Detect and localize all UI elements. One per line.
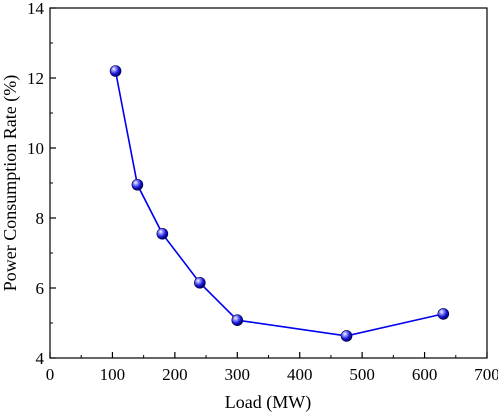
x-tick-label: 600 — [412, 365, 438, 384]
x-tick-label: 400 — [287, 365, 313, 384]
x-axis-label: Load (MW) — [225, 392, 311, 413]
y-tick-label: 12 — [27, 69, 44, 88]
data-point — [437, 308, 450, 320]
y-tick-label: 4 — [36, 349, 45, 368]
y-tick-label: 14 — [27, 0, 45, 18]
data-point — [156, 227, 169, 240]
data-point — [109, 65, 122, 77]
y-axis-label: Power Consumption Rate (%) — [0, 75, 21, 291]
plot-frame — [49, 7, 488, 359]
data-point — [340, 330, 353, 342]
x-tick-label: 300 — [225, 365, 251, 384]
y-tick-label: 6 — [36, 279, 45, 298]
data-point — [131, 178, 144, 191]
series-line — [114, 70, 444, 337]
y-tick-label: 10 — [27, 139, 44, 158]
x-tick-label: 700 — [474, 365, 498, 384]
x-tick-label: 100 — [100, 365, 126, 384]
x-tick-label: 200 — [162, 365, 188, 384]
data-point — [194, 276, 206, 289]
x-tick-label: 0 — [46, 365, 55, 384]
x-tick-label: 500 — [349, 365, 375, 384]
y-tick-label: 8 — [36, 209, 45, 228]
data-point — [231, 314, 244, 327]
